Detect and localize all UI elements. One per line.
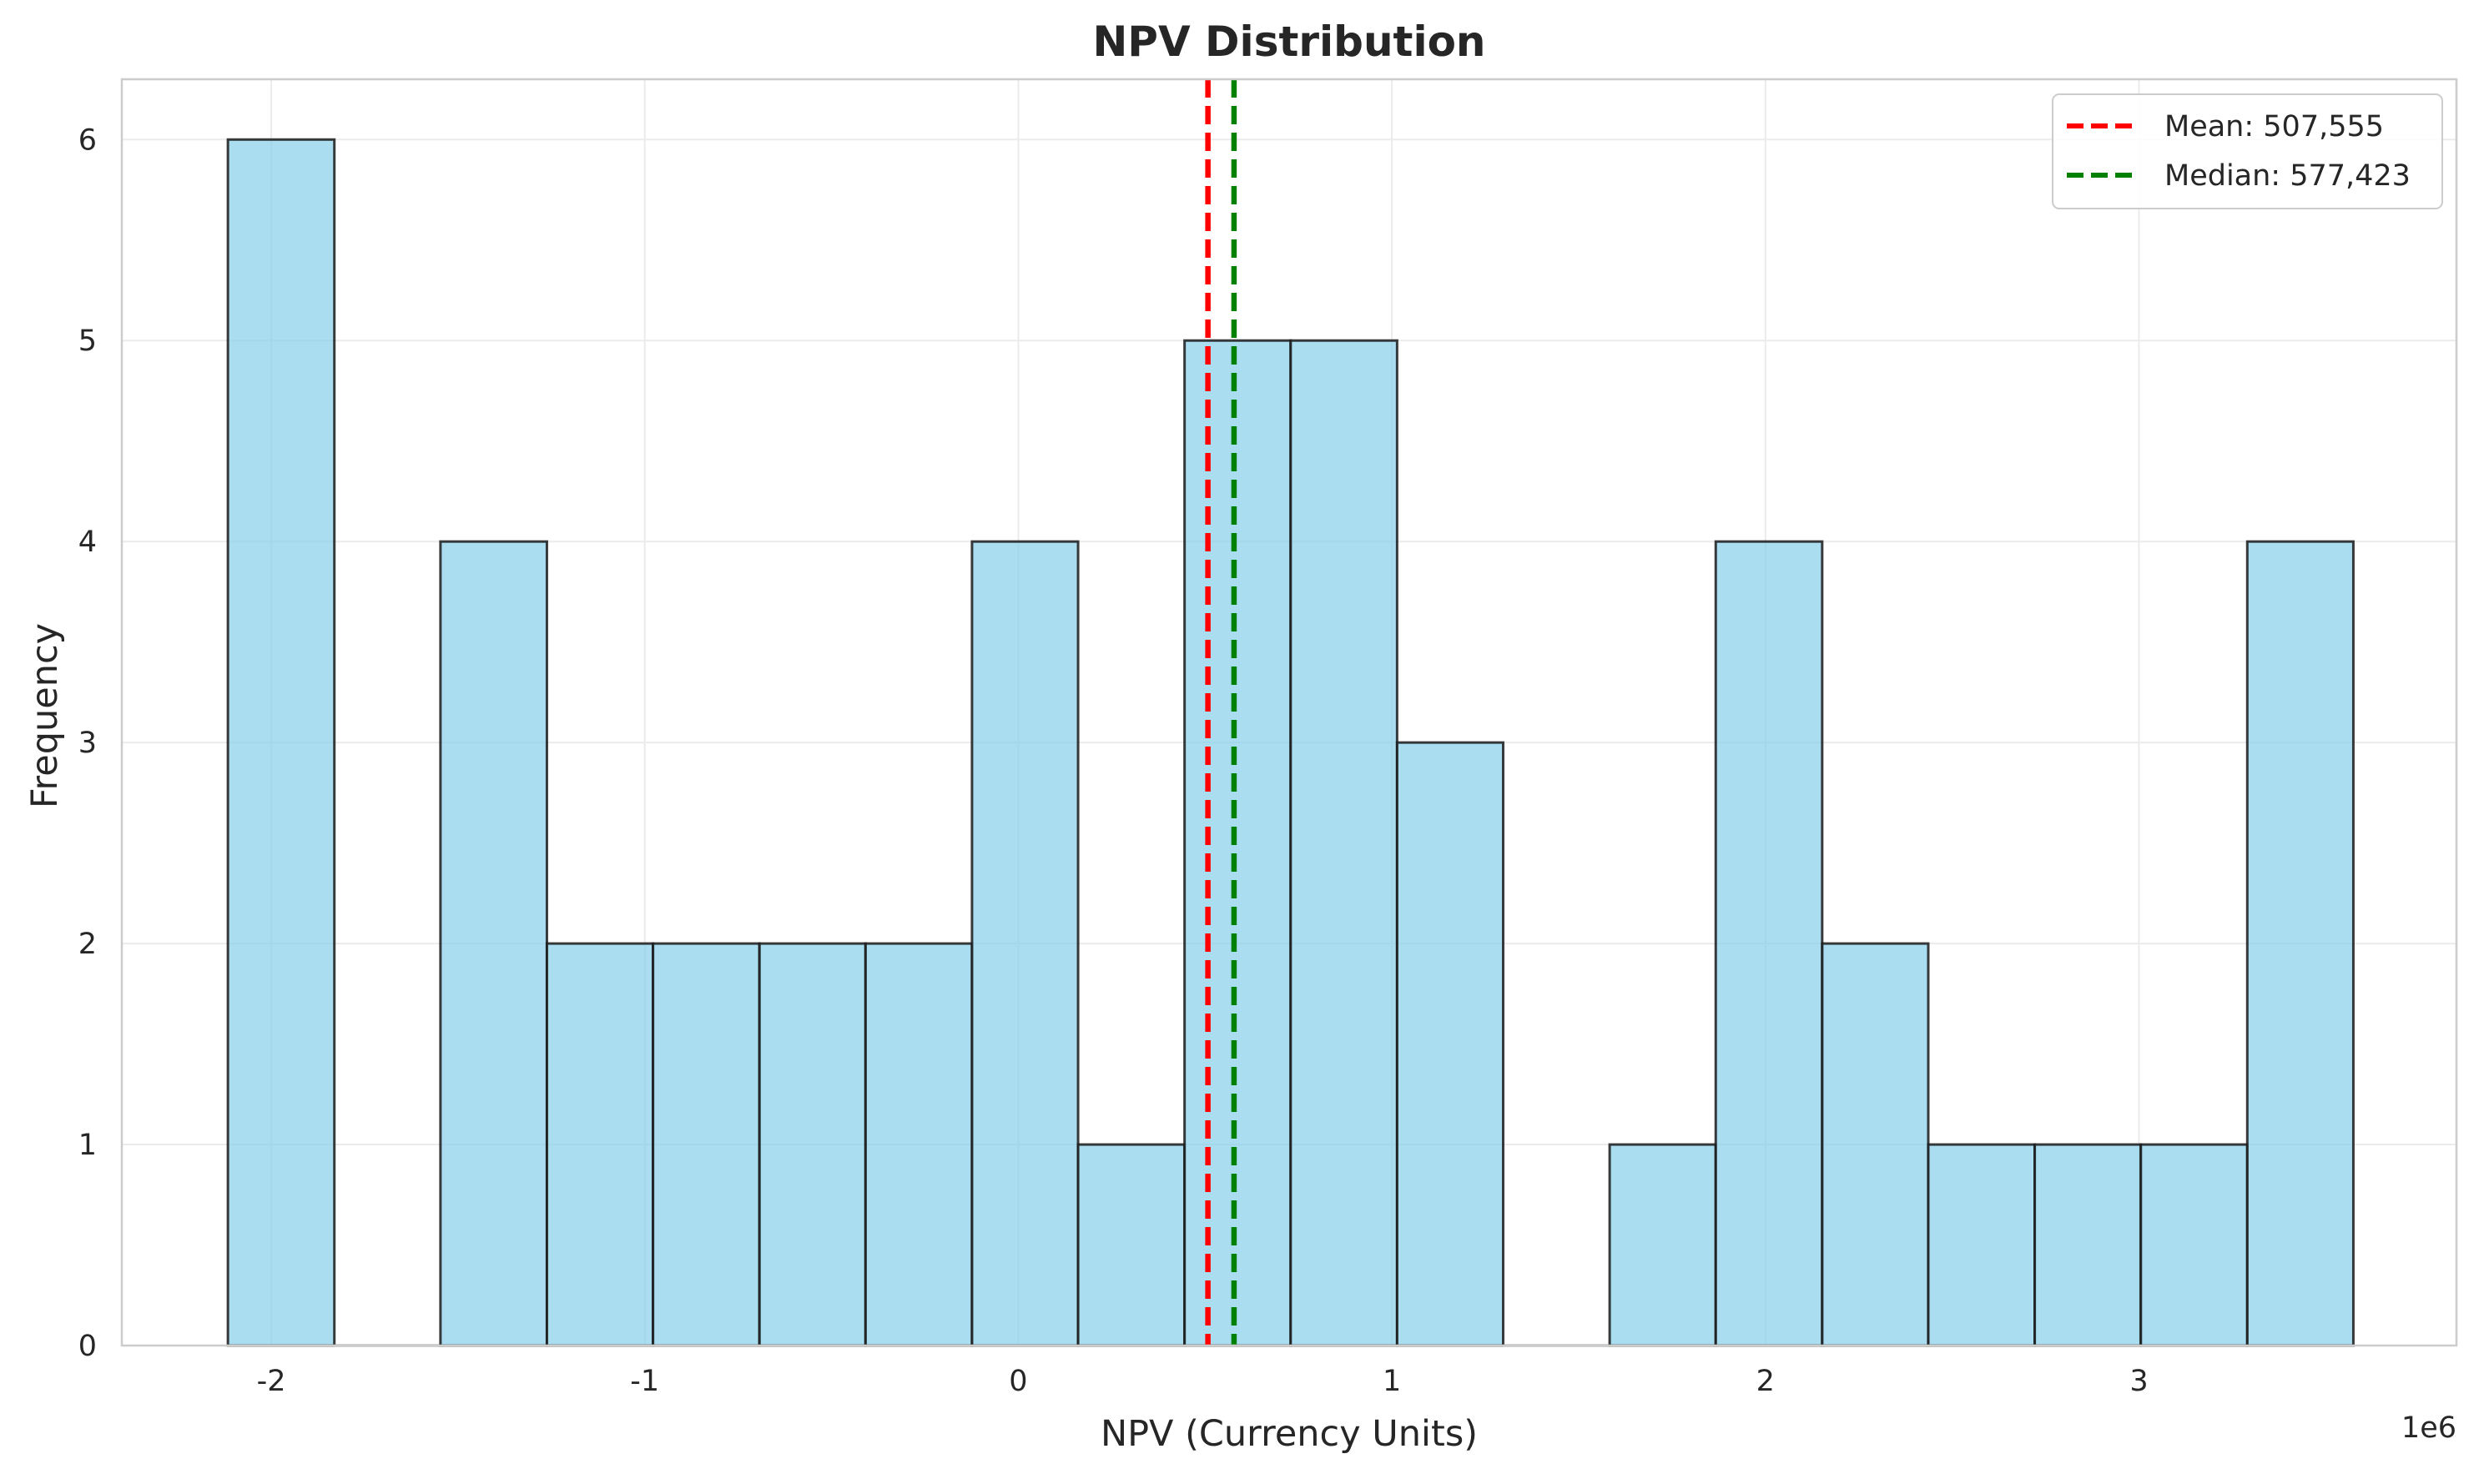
- y-axis-label: Frequency: [24, 623, 66, 808]
- histogram-bar: [1289, 339, 1398, 1347]
- histogram-bar: [1927, 1143, 2037, 1347]
- legend: Mean: 507,555 Median: 577,423: [2052, 93, 2443, 209]
- histogram-bars: [226, 138, 2355, 1347]
- histogram-bar: [864, 942, 974, 1347]
- y-tick-label: 0: [78, 1330, 97, 1363]
- x-tick-label: 3: [2129, 1365, 2148, 1398]
- x-axis-label: NPV (Currency Units): [1101, 1413, 1478, 1455]
- histogram-bar: [2033, 1143, 2143, 1347]
- histogram-bar: [2139, 1143, 2249, 1347]
- y-tick-label: 3: [78, 727, 97, 760]
- x-tick-labels: -2 -1 0 1 2 3: [257, 1365, 2149, 1398]
- legend-mean-label: Mean: 507,555: [2164, 110, 2384, 143]
- x-tick-label: 0: [1009, 1365, 1027, 1398]
- histogram-bar: [1395, 741, 1505, 1347]
- plot-frame: [120, 78, 2458, 1347]
- histogram-bar: [1076, 1143, 1187, 1347]
- legend-box: [2052, 93, 2443, 209]
- y-tick-label: 1: [78, 1129, 97, 1162]
- histogram-bar: [1608, 1143, 1717, 1347]
- y-tick-label: 2: [78, 928, 97, 961]
- y-tick-label: 6: [78, 123, 97, 157]
- histogram-bar: [1821, 942, 1930, 1347]
- histogram-bar: [226, 138, 336, 1347]
- x-tick-label: -1: [630, 1365, 659, 1398]
- chart-title: NPV Distribution: [1092, 18, 1485, 66]
- histogram-bar: [1714, 540, 1824, 1347]
- histogram-bar: [758, 942, 867, 1347]
- histogram-bar: [2245, 540, 2355, 1347]
- legend-median-label: Median: 577,423: [2164, 159, 2411, 193]
- reference-lines: [1205, 79, 1237, 1346]
- x-tick-label: -2: [257, 1365, 286, 1398]
- histogram-bar: [439, 540, 548, 1347]
- histogram-bar: [652, 942, 761, 1347]
- histogram-bar: [545, 942, 655, 1347]
- x-tick-label: 2: [1756, 1365, 1775, 1398]
- y-tick-labels: 0 1 2 3 4 5 6: [78, 123, 97, 1363]
- histogram-bar: [970, 540, 1080, 1347]
- histogram-bar: [1183, 339, 1292, 1347]
- y-tick-label: 5: [78, 324, 97, 358]
- y-tick-label: 4: [78, 526, 97, 559]
- x-tick-label: 1: [1383, 1365, 1401, 1398]
- x-offset-label: 1e6: [2401, 1411, 2456, 1445]
